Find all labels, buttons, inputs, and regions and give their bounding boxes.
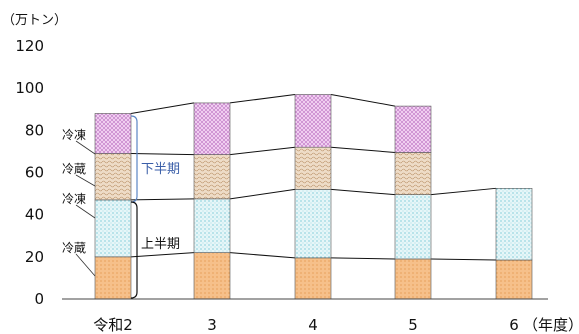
- bar-segment: [193, 154, 231, 200]
- label-chilled-first-half: 冷蔵: [62, 241, 86, 255]
- bar-segment: [94, 256, 132, 300]
- label-chilled-second-half: 冷蔵: [62, 162, 86, 176]
- label-frozen-second-half: 冷凍: [62, 128, 86, 142]
- x-tick-label: 3: [207, 316, 217, 334]
- bar-segment: [193, 198, 231, 253]
- connector-line: [229, 93, 296, 104]
- bar-segment: [394, 152, 432, 195]
- bar-segment: [193, 252, 231, 300]
- first-half-bracket: [130, 201, 138, 299]
- connector-line: [130, 153, 195, 156]
- connector-line: [130, 252, 195, 258]
- connector-line: [229, 252, 296, 259]
- second-half-label: 下半期: [141, 162, 180, 177]
- bar-segment: [294, 189, 332, 259]
- y-tick-label: 80: [25, 121, 44, 139]
- bar-segment: [94, 113, 132, 154]
- x-unit-label: （年度）: [523, 316, 579, 334]
- x-axis-tick-labels: 令和2 3 4 5 6: [93, 316, 519, 334]
- x-tick-label: 6: [509, 316, 519, 334]
- y-tick-label: 20: [25, 248, 44, 266]
- connector-line: [430, 187, 497, 196]
- bar-segment: [94, 153, 132, 201]
- connector-line: [330, 93, 396, 107]
- y-tick-label: 40: [25, 206, 44, 224]
- label-pointer-lines: [75, 140, 96, 277]
- y-tick-label: 0: [34, 290, 44, 308]
- bar-segment: [495, 188, 533, 261]
- bar-segment: [94, 199, 132, 258]
- bar-segment: [294, 94, 332, 148]
- y-axis-tick-labels: 0 20 40 60 80 100 120: [15, 37, 44, 308]
- bar-segment: [294, 257, 332, 300]
- y-tick-label: 120: [15, 37, 44, 55]
- x-tick-label: 4: [308, 316, 318, 334]
- y-tick-label: 100: [15, 79, 44, 97]
- label-frozen-first-half: 冷凍: [62, 192, 86, 206]
- connector-line: [130, 102, 195, 114]
- connector-line: [330, 146, 396, 153]
- bar-segment: [394, 258, 432, 300]
- stack-connector-lines: [130, 93, 497, 261]
- connector-line: [430, 258, 497, 261]
- y-unit-label: （万トン）: [2, 13, 67, 28]
- x-tick-label: 令和2: [93, 316, 133, 334]
- first-half-label: 上半期: [141, 237, 180, 252]
- connector-line: [330, 188, 396, 196]
- x-tick-label: 5: [408, 316, 418, 334]
- bar-segment: [394, 105, 432, 153]
- second-half-bracket: [130, 115, 138, 203]
- connector-line: [130, 198, 195, 201]
- y-tick-label: 60: [25, 164, 44, 182]
- connector-line: [229, 188, 296, 200]
- bar-segment: [394, 194, 432, 260]
- bar-segment: [294, 146, 332, 190]
- bar-segment: [495, 259, 533, 300]
- bar-segment: [193, 102, 231, 155]
- connector-line: [330, 257, 396, 260]
- connector-line: [229, 146, 296, 156]
- bar-group: [94, 94, 533, 300]
